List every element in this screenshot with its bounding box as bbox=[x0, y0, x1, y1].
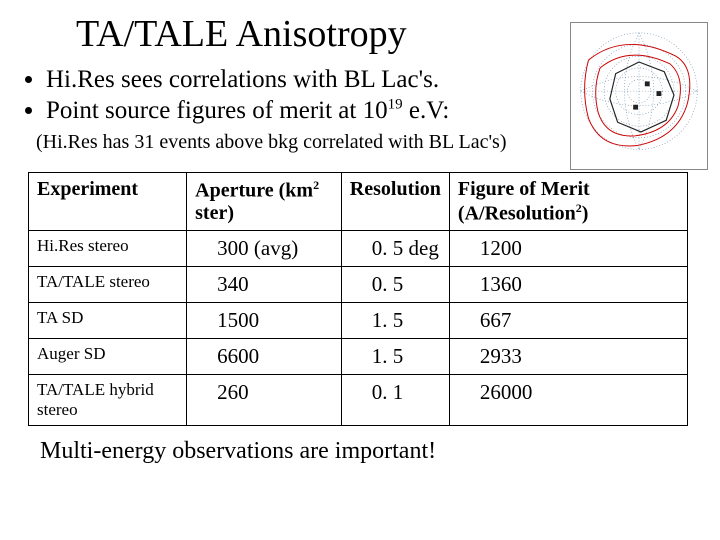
table-cell: 667 bbox=[449, 303, 687, 339]
table-row: TA/TALE stereo3400. 51360 bbox=[29, 267, 688, 303]
table-cell: 1200 bbox=[449, 231, 687, 267]
table-cell: 26000 bbox=[449, 375, 687, 426]
table-cell: 1360 bbox=[449, 267, 687, 303]
table-cell: Hi.Res stereo bbox=[29, 231, 187, 267]
col-resolution: Resolution bbox=[341, 172, 449, 231]
table-cell: 2933 bbox=[449, 339, 687, 375]
table-cell: TA SD bbox=[29, 303, 187, 339]
table-cell: TA/TALE hybrid stereo bbox=[29, 375, 187, 426]
col-fom: Figure of Merit (A/Resolution2) bbox=[449, 172, 687, 231]
table-row: TA SD15001. 5667 bbox=[29, 303, 688, 339]
table-cell: TA/TALE stereo bbox=[29, 267, 187, 303]
table-cell: Auger SD bbox=[29, 339, 187, 375]
table-cell: 6600 bbox=[187, 339, 342, 375]
table-cell: 0. 1 bbox=[341, 375, 449, 426]
footer-note: Multi-energy observations are important! bbox=[40, 438, 692, 465]
skymap-chart bbox=[570, 22, 708, 170]
experiment-table: Experiment Aperture (km2 ster) Resolutio… bbox=[28, 172, 688, 427]
table-cell: 1. 5 bbox=[341, 339, 449, 375]
table-cell: 1. 5 bbox=[341, 303, 449, 339]
table-cell: 300 (avg) bbox=[187, 231, 342, 267]
table-cell: 0. 5 deg bbox=[341, 231, 449, 267]
table-cell: 1500 bbox=[187, 303, 342, 339]
table-cell: 340 bbox=[187, 267, 342, 303]
table-body: Hi.Res stereo300 (avg)0. 5 deg1200TA/TAL… bbox=[29, 231, 688, 426]
table-row: Hi.Res stereo300 (avg)0. 5 deg1200 bbox=[29, 231, 688, 267]
col-experiment: Experiment bbox=[29, 172, 187, 231]
table-cell: 260 bbox=[187, 375, 342, 426]
table-cell: 0. 5 bbox=[341, 267, 449, 303]
table-row: Auger SD66001. 52933 bbox=[29, 339, 688, 375]
col-aperture: Aperture (km2 ster) bbox=[187, 172, 342, 231]
table-row: TA/TALE hybrid stereo2600. 126000 bbox=[29, 375, 688, 426]
